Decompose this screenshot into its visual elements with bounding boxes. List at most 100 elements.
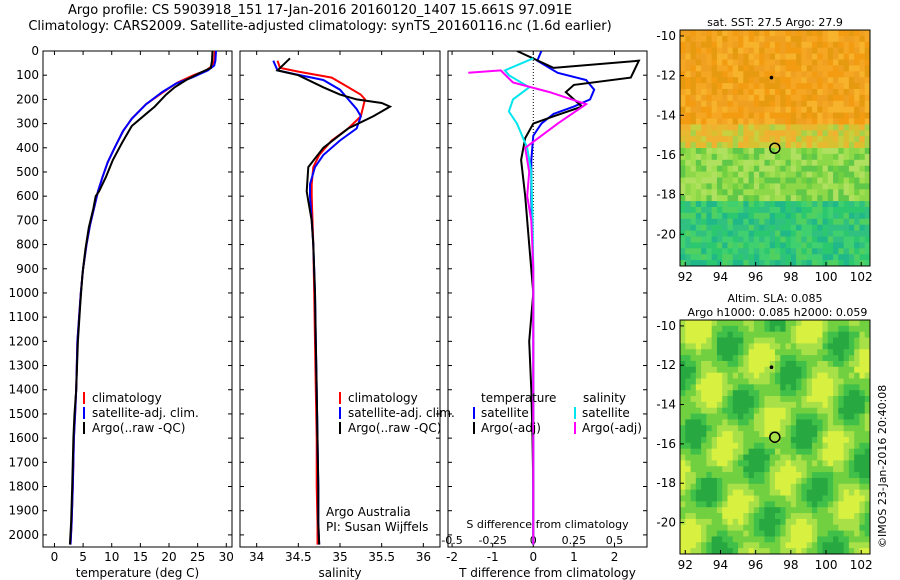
map-cell: [701, 401, 707, 409]
map-cell: [838, 542, 845, 549]
map-cell: [775, 489, 781, 496]
map-cell: [716, 218, 723, 226]
map-cell: [843, 94, 850, 102]
map-cell: [785, 466, 792, 473]
map-cell: [716, 343, 723, 350]
map-cell: [775, 472, 781, 479]
map-cell: [790, 83, 797, 90]
map-cell: [780, 407, 787, 415]
series-line-2: [68, 51, 214, 545]
map-cell: [801, 212, 808, 220]
map-x-tick-label: 96: [748, 270, 763, 284]
map-cell: [701, 201, 707, 208]
map-cell: [854, 442, 860, 450]
map-cell: [748, 65, 755, 72]
map-cell: [843, 466, 850, 473]
map-cell: [785, 384, 792, 391]
map-cell: [738, 524, 744, 532]
map-cell: [801, 466, 808, 473]
map-cell: [743, 325, 750, 333]
map-cell: [817, 477, 823, 485]
map-cell: [811, 407, 818, 415]
map-cell: [785, 355, 792, 362]
map-cell: [727, 59, 734, 66]
map-cell: [785, 320, 792, 327]
map-cell: [727, 413, 734, 420]
map-cell: [690, 242, 697, 249]
map-cell: [838, 466, 845, 473]
map-cell: [817, 47, 823, 55]
map-cell: [759, 372, 765, 379]
map-cell: [690, 437, 697, 444]
map-cell: [864, 477, 871, 485]
map-cell: [743, 548, 750, 555]
map-cell: [780, 390, 787, 397]
map-cell: [817, 30, 823, 37]
map-cell: [764, 495, 771, 502]
map-cell: [759, 495, 765, 502]
map-cell: [854, 47, 860, 55]
map-cell: [690, 47, 697, 55]
map-cell: [716, 477, 723, 485]
map-cell: [790, 337, 797, 344]
map-cell: [706, 201, 713, 208]
map-cell: [685, 483, 692, 491]
map-cell: [764, 442, 771, 450]
map-cell: [706, 218, 713, 226]
map-cell: [748, 212, 755, 220]
map-cell: [738, 224, 744, 232]
map-cell: [811, 460, 818, 467]
map-cell: [848, 106, 855, 114]
map-cell: [827, 35, 834, 43]
map-cell: [690, 248, 697, 255]
map-cell: [759, 331, 765, 339]
map-cell: [780, 460, 787, 467]
map-cell: [722, 136, 728, 143]
map-cell: [695, 472, 702, 479]
map-cell: [748, 501, 755, 508]
map-cell: [711, 212, 718, 220]
map-cell: [722, 437, 728, 444]
map-cell: [759, 59, 765, 66]
map-cell: [864, 71, 871, 78]
map-cell: [838, 47, 845, 55]
map-cell: [775, 536, 781, 543]
map-cell: [680, 177, 686, 184]
map-cell: [680, 513, 686, 520]
map-cell: [711, 355, 718, 362]
map-cell: [685, 248, 692, 255]
map-cell: [769, 218, 776, 226]
map-cell: [722, 360, 728, 368]
map-cell: [722, 331, 728, 339]
map-cell: [811, 419, 818, 426]
panel-temperature: 0100200300400500600700800900100011001200…: [8, 44, 233, 580]
map-cell: [790, 372, 797, 379]
map-cell: [806, 136, 813, 143]
map-cell: [790, 189, 797, 196]
map-cell: [706, 59, 713, 66]
map-cell: [848, 384, 855, 391]
map-cell: [690, 460, 697, 467]
map-cell: [785, 59, 792, 66]
series-line-0: [530, 51, 596, 545]
map-cell: [769, 136, 776, 143]
map-cell: [827, 343, 834, 350]
map-cell: [859, 153, 866, 161]
map-cell: [801, 548, 808, 555]
map-cell: [716, 401, 723, 409]
map-cell: [706, 77, 713, 84]
map-cell: [759, 153, 765, 161]
map-cell: [722, 378, 728, 385]
map-cell: [743, 153, 750, 161]
map-cell: [716, 112, 723, 119]
map-cell: [854, 513, 860, 520]
map-cell: [859, 201, 866, 208]
map-cell: [759, 47, 765, 55]
map-cell: [706, 507, 713, 514]
map-cell: [864, 337, 871, 344]
map-cell: [827, 47, 834, 55]
map-cell: [848, 495, 855, 502]
map-cell: [727, 41, 734, 49]
map-cell: [859, 136, 866, 143]
map-cell: [716, 448, 723, 456]
